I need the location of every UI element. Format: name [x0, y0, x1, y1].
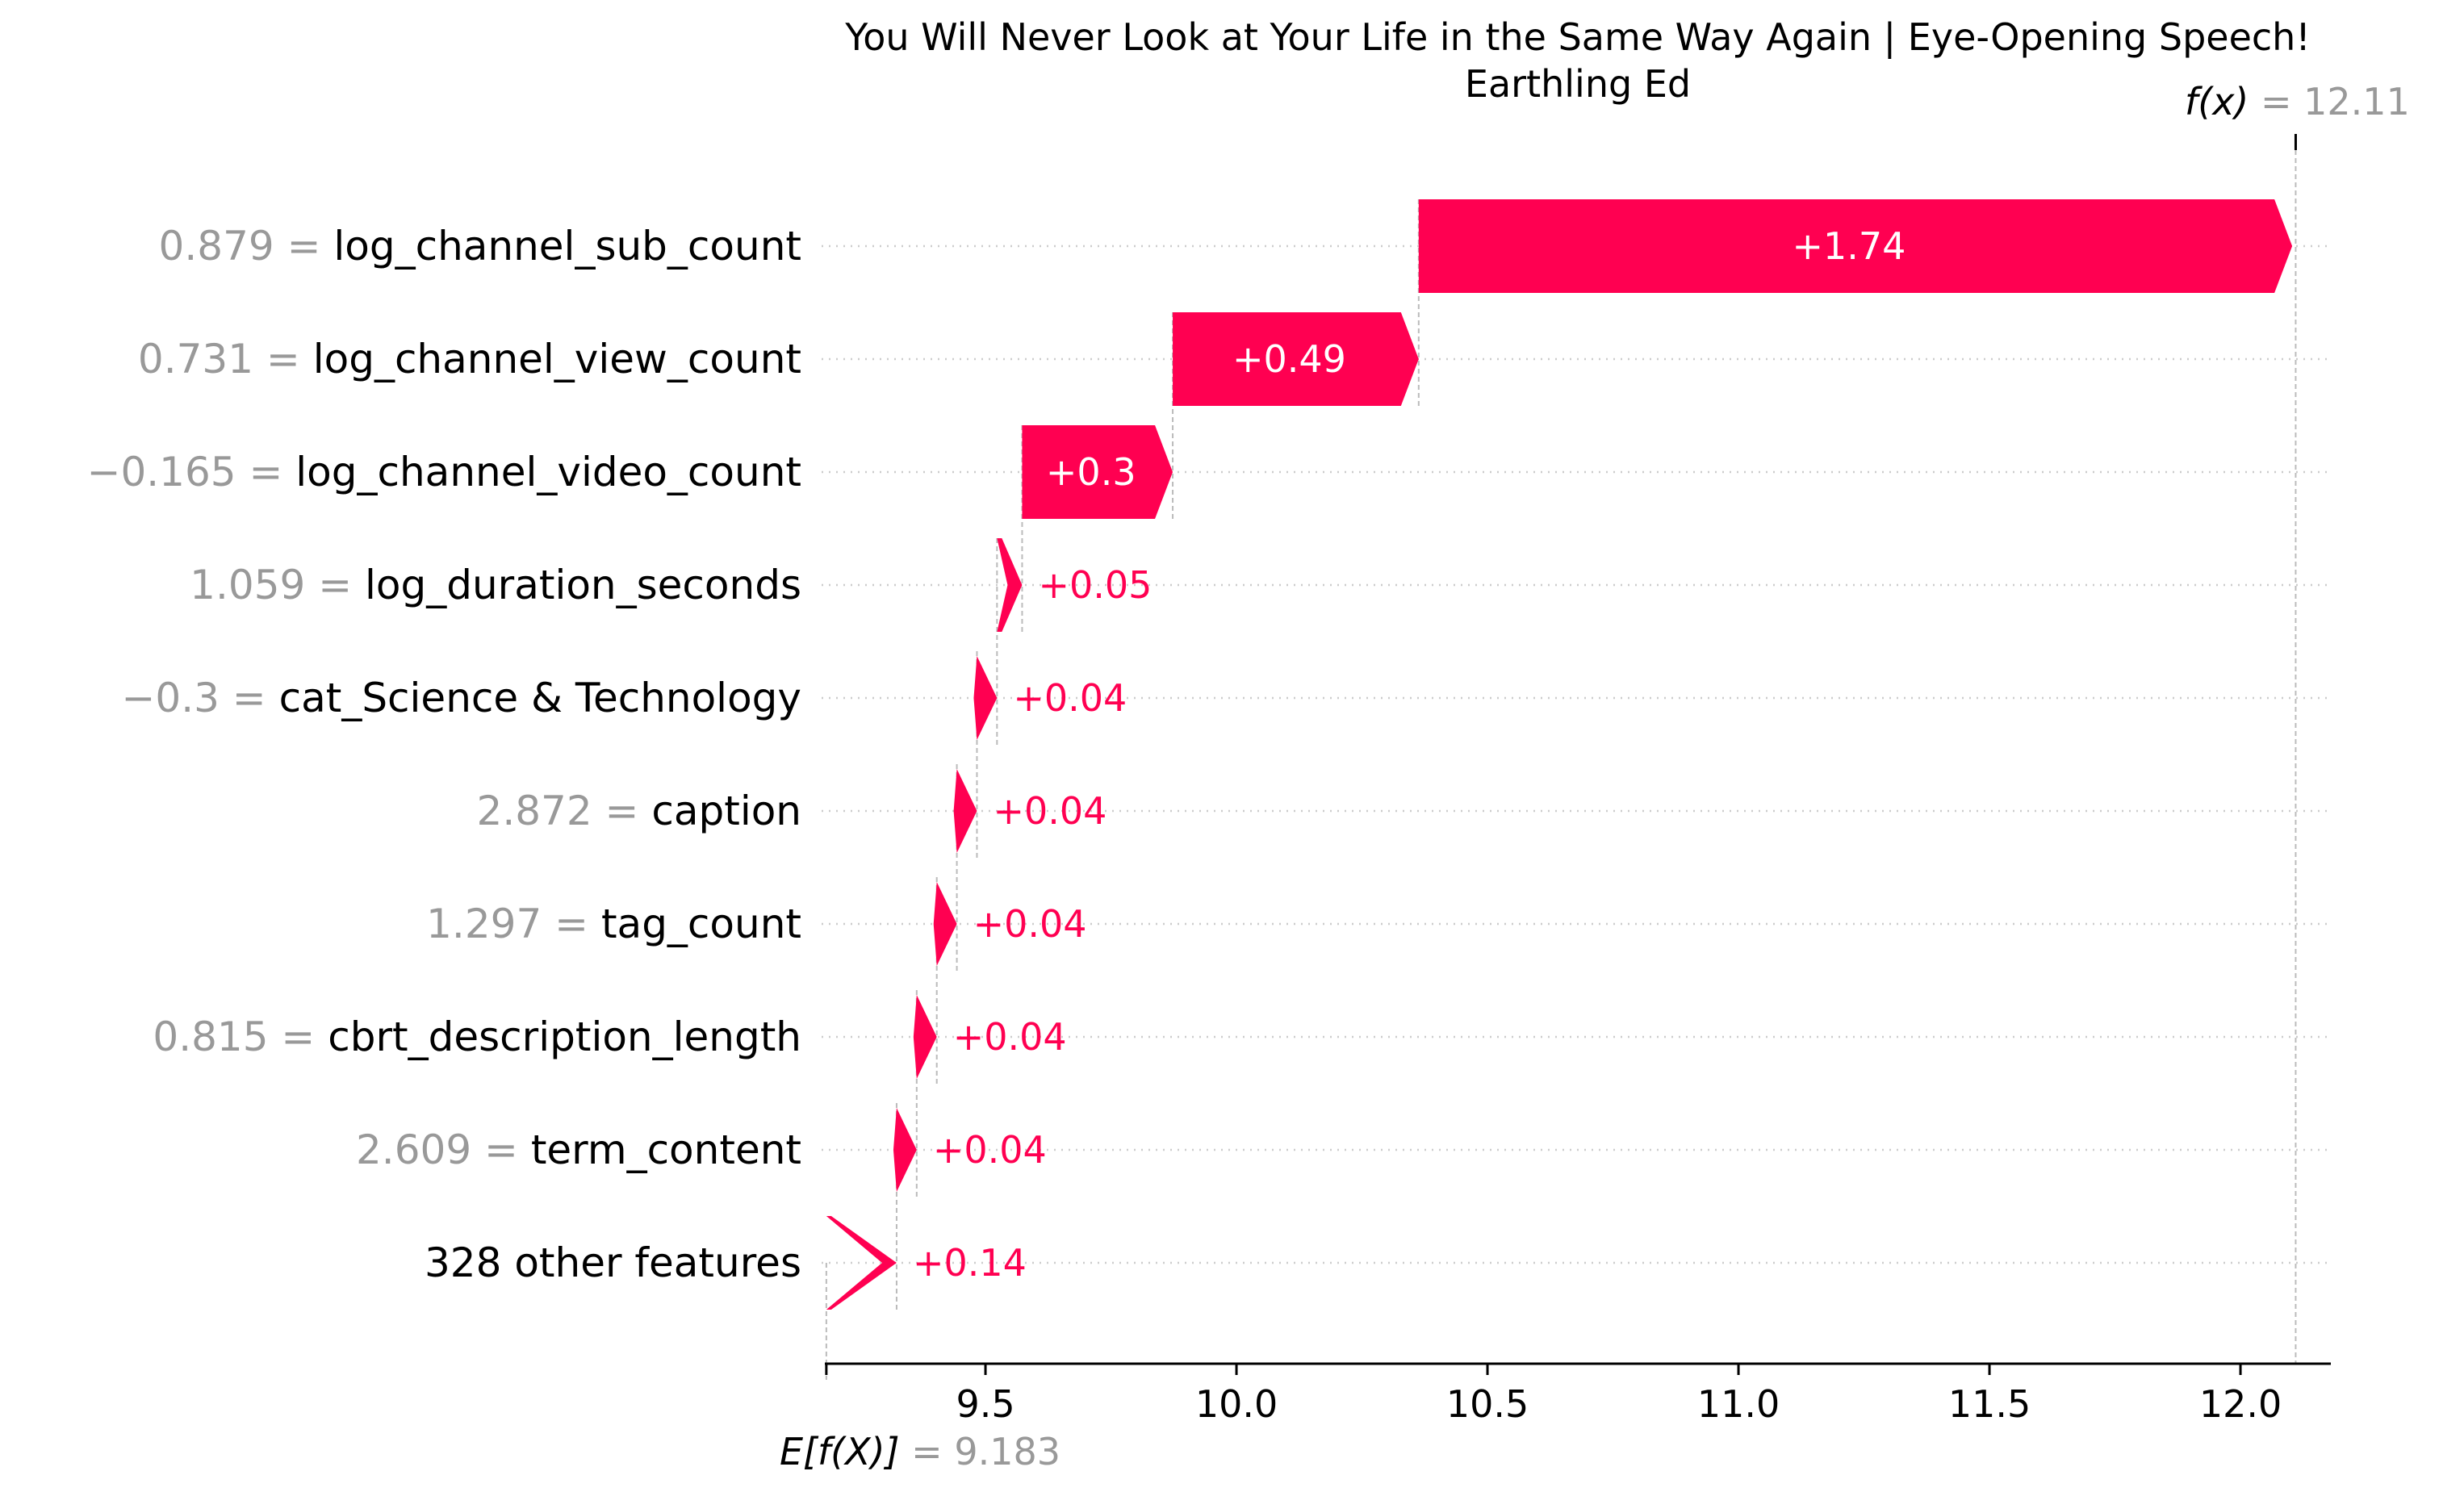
- feature-label: 328 other features: [425, 1239, 801, 1286]
- row-gridlines: [822, 244, 2331, 1264]
- contribution-bar: [893, 1108, 917, 1192]
- x-axis: 9.5 10.0 10.5 11.0 11.5 12.0 E[f(X)] = 9.183 f(…: [780, 80, 2410, 1473]
- feature-label: 0.879 = log_channel_sub_count: [159, 223, 801, 270]
- contribution-bar: [973, 656, 998, 740]
- chart-title-line: You Will Never Look at Your Life in the …: [844, 15, 2311, 60]
- feature-label: 2.872 = caption: [477, 788, 801, 834]
- feature-label: −0.3 = cat_Science & Technology: [121, 675, 801, 721]
- contribution-bar: [1173, 312, 1419, 406]
- contribution-label: +0.04: [973, 902, 1087, 946]
- x-tick-label: 10.0: [1195, 1382, 1278, 1426]
- x-tick-label: 11.5: [1948, 1382, 2031, 1426]
- contribution-label: +0.04: [953, 1015, 1067, 1059]
- contribution-label: +0.3: [1046, 450, 1136, 494]
- contribution-bar: [1022, 425, 1173, 519]
- contribution-label: +0.04: [933, 1128, 1047, 1172]
- feature-labels: 0.879 = log_channel_sub_count 0.731 = log…: [87, 223, 801, 1286]
- contribution-bars: +1.74 +0.49 +0.3 +0.05 +0.04 +0.04 +0.04 +0.04 +…: [826, 199, 2293, 1310]
- contribution-label: +0.04: [993, 789, 1106, 833]
- x-tick-label: 11.0: [1697, 1382, 1780, 1426]
- x-tick-label: 9.5: [956, 1382, 1014, 1426]
- contribution-label: +0.49: [1232, 337, 1346, 381]
- feature-label: −0.165 = log_channel_video_count: [87, 449, 801, 495]
- contribution-bar: [953, 769, 977, 853]
- base-value-annotation: E[f(X)] = 9.183: [780, 1430, 1060, 1473]
- contribution-bar: [913, 995, 937, 1079]
- contribution-bar: [826, 1216, 897, 1310]
- contribution-bar: [1418, 199, 2293, 293]
- feature-label: 1.059 = log_duration_seconds: [190, 562, 801, 608]
- chart-title: You Will Never Look at Your Life in the …: [844, 15, 2311, 106]
- feature-label: 0.731 = log_channel_view_count: [138, 336, 801, 382]
- contribution-label: +1.74: [1792, 224, 1906, 268]
- contribution-bar: [933, 882, 957, 966]
- feature-label: 0.815 = cbrt_description_length: [153, 1013, 801, 1060]
- contribution-bar: [997, 538, 1023, 632]
- contribution-label: +0.14: [913, 1241, 1027, 1285]
- x-tick-label: 12.0: [2199, 1382, 2282, 1426]
- chart-title-line: Earthling Ed: [1465, 62, 1691, 106]
- contribution-label: +0.05: [1038, 563, 1152, 607]
- output-value-annotation: f(x) = 12.11: [2185, 80, 2410, 123]
- reference-lines: [825, 134, 2297, 1380]
- x-tick-label: 10.5: [1446, 1382, 1529, 1426]
- feature-label: 2.609 = term_content: [356, 1126, 801, 1173]
- feature-label: 1.297 = tag_count: [426, 901, 801, 947]
- contribution-label: +0.04: [1013, 676, 1127, 720]
